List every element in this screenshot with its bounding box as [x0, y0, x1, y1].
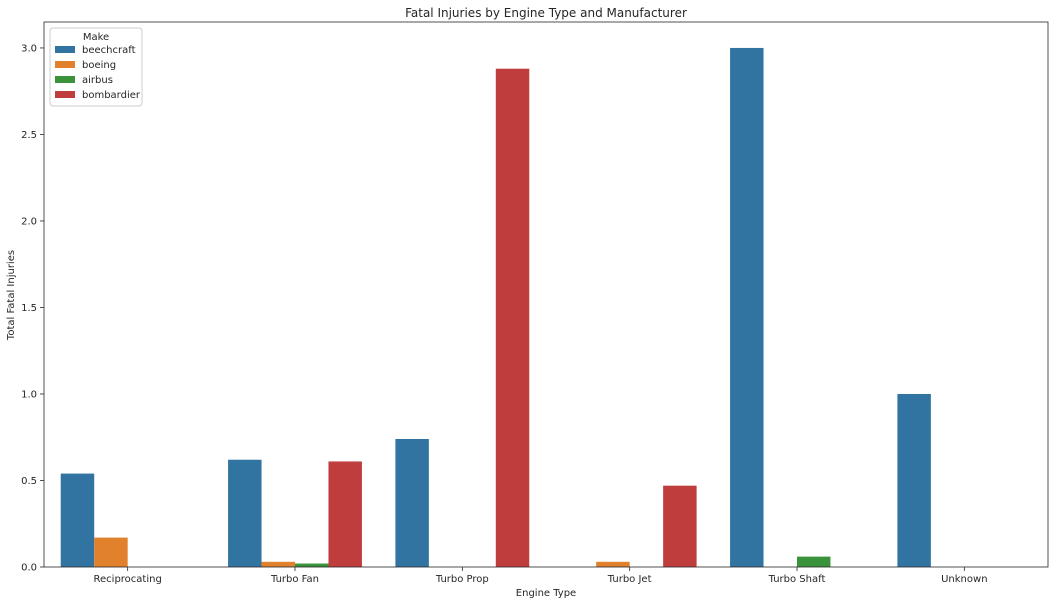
bar-beechcraft-turbo-shaft [730, 47, 764, 567]
x-tick-label: Turbo Jet [607, 574, 652, 585]
bar-beechcraft-reciprocating [60, 473, 95, 567]
bar-boeing-reciprocating [94, 537, 128, 567]
bar-boeing-turbo-jet [596, 561, 630, 567]
bar-bombardier-turbo-fan [328, 461, 362, 567]
legend-label-bombardier: bombardier [82, 90, 141, 101]
x-tick-label: Turbo Prop [435, 574, 489, 585]
bar-boeing-turbo-fan [261, 561, 295, 567]
bar-bombardier-turbo-jet [663, 485, 697, 567]
bar-bombardier-turbo-prop [495, 68, 530, 568]
chart-title: Fatal Injuries by Engine Type and Manufa… [405, 6, 687, 20]
legend-title: Make [83, 32, 109, 43]
x-axis-label: Engine Type [516, 588, 576, 599]
legend-label-airbus: airbus [82, 75, 113, 86]
y-tick-label: 0.5 [21, 476, 37, 487]
legend: Make beechcraft boeing airbus bombardier [49, 27, 143, 107]
bar-beechcraft-turbo-fan [228, 459, 262, 567]
legend-swatch-beechcraft [55, 46, 75, 53]
x-tick-label: Unknown [941, 574, 987, 585]
legend-swatch-airbus [55, 76, 75, 83]
y-axis-ticks: 0.0 0.5 1.0 1.5 2.0 2.5 3.0 [21, 43, 44, 574]
x-tick-label: Turbo Fan [270, 574, 319, 585]
y-tick-label: 3.0 [21, 43, 37, 54]
x-tick-label: Turbo Shaft [768, 574, 826, 585]
x-axis-ticks: Reciprocating Turbo Fan Turbo Prop Turbo Je… [94, 567, 988, 585]
y-tick-label: 2.0 [21, 216, 37, 227]
y-tick-label: 0.0 [21, 563, 37, 574]
legend-label-boeing: boeing [82, 60, 116, 71]
legend-label-beechcraft: beechcraft [82, 45, 136, 56]
y-tick-label: 1.5 [21, 303, 37, 314]
y-axis-label: Total Fatal Injuries [6, 250, 17, 341]
legend-swatch-bombardier [55, 91, 75, 98]
bar-airbus-turbo-fan [295, 563, 329, 567]
y-tick-label: 1.0 [21, 389, 37, 400]
x-tick-label: Reciprocating [94, 574, 162, 585]
bar-beechcraft-unknown [897, 393, 931, 567]
legend-swatch-boeing [55, 61, 75, 68]
y-tick-label: 2.5 [21, 130, 37, 141]
bar-airbus-turbo-shaft [797, 556, 831, 567]
plot-frame [43, 21, 1049, 568]
bar-beechcraft-turbo-prop [395, 438, 429, 567]
bars-group [60, 47, 931, 568]
